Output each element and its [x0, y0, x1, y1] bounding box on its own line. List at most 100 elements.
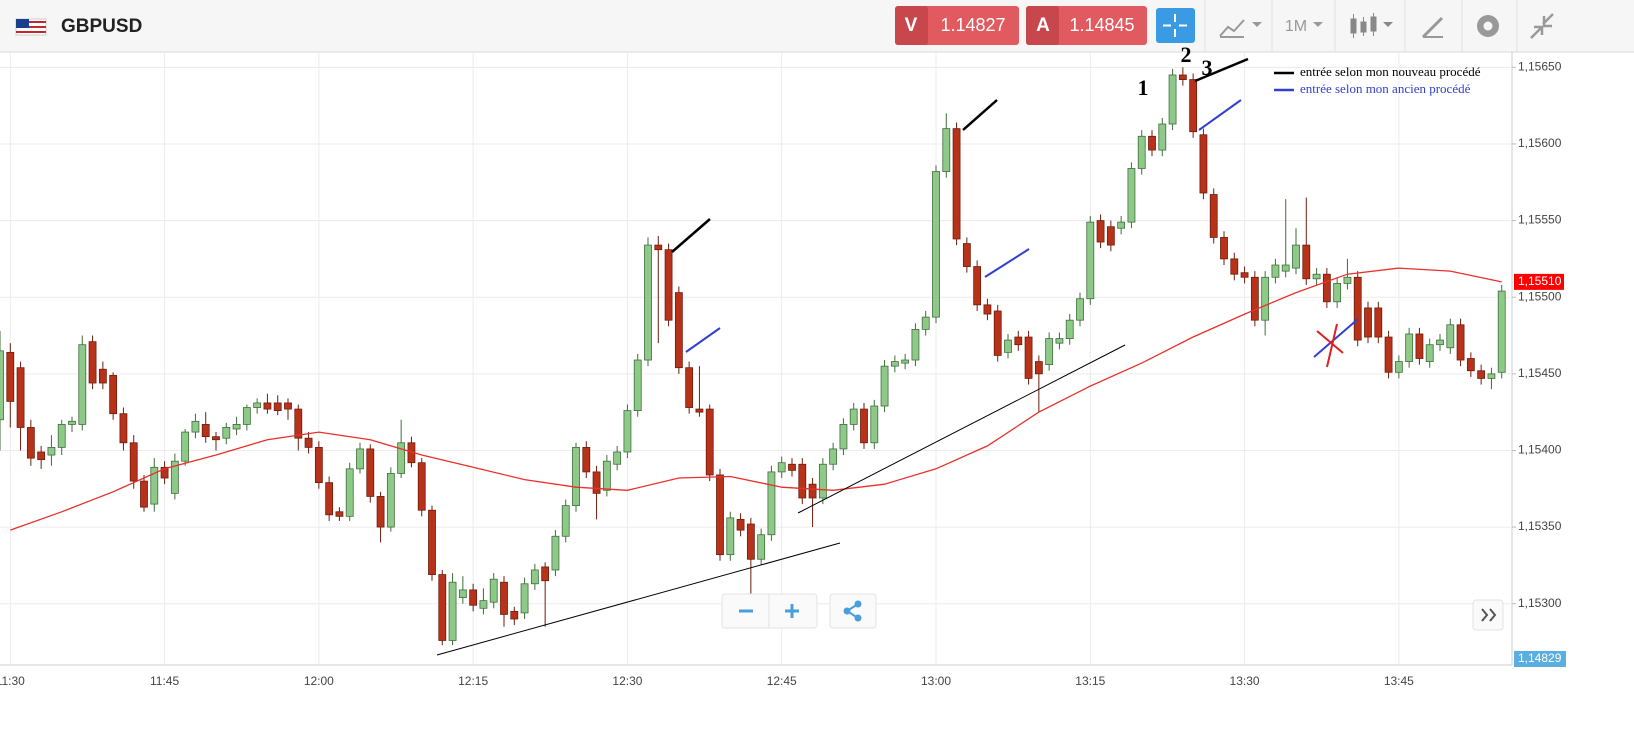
candle-body: [1178, 74, 1187, 80]
entry-line-old: [1198, 99, 1242, 131]
candle-body: [284, 402, 292, 410]
candle-body: [1024, 336, 1033, 379]
trend-line: [797, 344, 1126, 514]
candle-body: [705, 408, 714, 476]
plot-area: [0, 67, 1506, 646]
entry-line-new: [962, 99, 998, 131]
candle-body: [1364, 307, 1372, 338]
candle-body: [561, 505, 570, 537]
candle-body: [870, 405, 879, 444]
candle-body: [386, 473, 395, 528]
flag-icon: [15, 18, 47, 36]
x-tick-label: 11:45: [150, 674, 179, 688]
candle-body: [1292, 244, 1300, 269]
y-tick-label: 1,15350: [1518, 519, 1562, 533]
candle-body: [1394, 361, 1403, 373]
buy-price: 1.14845: [1069, 15, 1134, 35]
x-tick-label: 13:15: [1075, 674, 1105, 688]
candle-body: [520, 583, 529, 614]
candle-body: [777, 462, 786, 473]
candle-body: [890, 361, 899, 367]
chart-type-button[interactable]: [1350, 13, 1393, 38]
entry-line-old: [984, 248, 1030, 278]
candle-body: [572, 446, 580, 507]
x-tick-label: 12:30: [612, 674, 642, 688]
candle-body: [1271, 264, 1280, 278]
symbol: GBPUSD: [61, 16, 142, 37]
candle-body: [469, 589, 478, 606]
candle-body: [222, 427, 231, 439]
candle-body: [973, 266, 982, 306]
axes: 1,15650 1,15600 1,15550 1,15500 1,15450 1,154…: [0, 59, 1566, 688]
candle-body: [88, 341, 97, 384]
y-tick-label: 1,15450: [1518, 366, 1562, 380]
candle-body: [1230, 258, 1239, 275]
candle-body: [6, 351, 15, 402]
trend-line: [436, 542, 841, 656]
candle-body: [1076, 298, 1084, 321]
candle-body: [993, 310, 1002, 356]
zoom-in-button[interactable]: [785, 604, 799, 618]
candle-body: [746, 523, 755, 560]
candle-body: [170, 460, 179, 494]
x-tick-label: 11:30: [0, 674, 25, 688]
candle-body: [1086, 221, 1095, 300]
candle-body: [212, 436, 220, 441]
candle-body: [736, 519, 745, 531]
candle-body: [273, 402, 282, 412]
candle-body: [1374, 307, 1383, 338]
candle-body: [849, 408, 858, 425]
candle-body: [448, 581, 457, 641]
candle-body: [1466, 358, 1475, 372]
candle-body: [726, 517, 735, 556]
candle-body: [1065, 319, 1074, 339]
moving-average: [10, 267, 1502, 531]
candle-body: [1127, 168, 1136, 223]
y-tick-label: 1,15600: [1518, 136, 1562, 150]
candle-body: [952, 128, 961, 240]
candle-body: [376, 496, 385, 528]
share-button[interactable]: [829, 593, 877, 629]
candle-body: [129, 442, 138, 482]
candle-body: [489, 578, 498, 603]
sell-button[interactable]: V 1.14827: [895, 6, 1019, 45]
scroll-right-button[interactable]: [1472, 599, 1504, 631]
candle-body: [98, 368, 107, 384]
candle-body: [150, 466, 159, 505]
candle-body: [1302, 244, 1311, 280]
candle-body: [335, 511, 344, 517]
candle-body: [530, 569, 539, 585]
candle-body: [788, 463, 796, 471]
candle-body: [1055, 338, 1064, 344]
candle-body: [767, 471, 776, 536]
cross-mark: [1326, 323, 1338, 368]
settings-button[interactable]: [1477, 15, 1499, 37]
candle-body: [644, 244, 652, 361]
candle-body: [1436, 339, 1444, 346]
candle-body: [160, 466, 169, 479]
fullscreen-button[interactable]: [1530, 13, 1554, 39]
candle-body: [551, 535, 560, 571]
timeframe[interactable]: 1M: [1285, 18, 1307, 35]
sell-price: 1.14827: [940, 15, 1005, 35]
zoom-controls: [721, 593, 877, 629]
buy-button[interactable]: A 1.14845: [1026, 6, 1147, 45]
candle-body: [397, 442, 406, 474]
x-tick-label: 12:45: [767, 674, 797, 688]
candle-body: [1148, 135, 1156, 151]
candle-body: [654, 244, 663, 251]
candle-body: [1322, 273, 1331, 303]
candle-body: [1137, 135, 1146, 169]
candle-body: [633, 359, 642, 412]
candle-body: [1343, 276, 1352, 284]
cross-mark: [1316, 330, 1344, 354]
sell-label: V: [905, 15, 918, 36]
bid-tag: [1514, 651, 1566, 667]
draw-button[interactable]: [1421, 16, 1444, 39]
candle-body: [818, 463, 827, 499]
indicators-button[interactable]: [1219, 19, 1262, 38]
crosshair-button[interactable]: [1156, 8, 1195, 43]
candle-body: [901, 359, 910, 364]
candle-body: [911, 328, 920, 361]
